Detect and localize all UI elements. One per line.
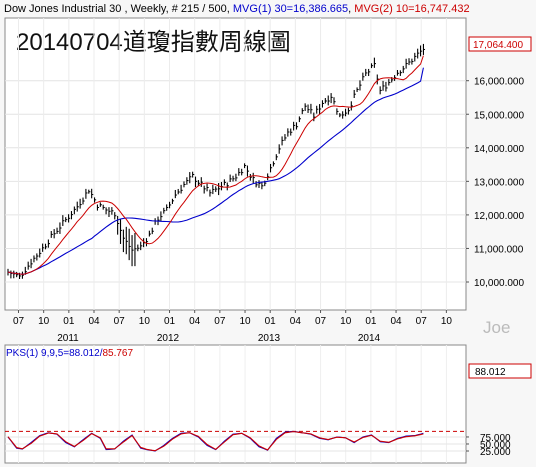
last-price-box	[468, 36, 532, 52]
mvg1-line	[7, 67, 424, 275]
osc-y-tick-label: 25.000	[480, 447, 511, 458]
x-tick-label: 04	[390, 316, 402, 327]
mvg2-line-group	[7, 55, 424, 275]
x-tick-label: 07	[114, 316, 126, 327]
x-tick-label: 07	[13, 316, 25, 327]
x-tick-label: 10	[340, 316, 352, 327]
price-y-tick-label: 13,000.000	[474, 177, 524, 188]
oscillator-lines	[5, 430, 466, 452]
x-tick-label: 01	[365, 316, 377, 327]
x-tick-label: 01	[265, 316, 277, 327]
osc-y-tick-label: 75.000	[480, 433, 511, 444]
header-prefix: Dow Jones Industrial 30 , Weekly, # 215 …	[4, 3, 233, 15]
price-bars	[7, 43, 426, 279]
x-tick-label: 04	[189, 316, 201, 327]
mvg2-line	[7, 55, 424, 275]
x-tick-label: 07	[416, 316, 428, 327]
pks-k-value: 88.012	[69, 348, 100, 359]
pks-last-box	[468, 363, 532, 379]
pks-d-value: 85.767	[102, 348, 133, 359]
price-panel-frame	[4, 17, 467, 311]
x-tick-label: 01	[164, 316, 176, 327]
x-tick-label: 10	[239, 316, 251, 327]
pks-last-label: 88.012	[475, 367, 506, 378]
mvg1-line-group	[7, 67, 424, 275]
price-y-axis: 10,000.000 11,000.000 12,000.000 13,000.000…	[466, 77, 524, 289]
price-y-tick-label: 16,000.000	[474, 77, 524, 88]
oscillator-panel-frame	[4, 344, 467, 464]
last-price-label: 17,064.400	[473, 40, 523, 51]
pks-prefix: PKS(1) 9,9,5=	[6, 348, 69, 359]
price-y-tick-label: 15,000.000	[474, 110, 524, 121]
header-line: Dow Jones Industrial 30 , Weekly, # 215 …	[4, 3, 470, 15]
price-y-tick-label: 11,000.000	[474, 244, 524, 255]
x-tick-label: 04	[290, 316, 302, 327]
year-label: 2014	[358, 333, 381, 344]
osc-line-d	[7, 431, 424, 452]
x-tick-label: 07	[315, 316, 327, 327]
watermark: Joe	[483, 318, 510, 337]
price-y-tick-label: 14,000.000	[474, 144, 524, 155]
x-tick-label: 10	[139, 316, 151, 327]
year-label: 2012	[157, 333, 180, 344]
x-tick-label: 10	[441, 316, 453, 327]
x-tick-label: 04	[88, 316, 100, 327]
chart-title: 20140704道瓊指數周線圖	[16, 29, 291, 56]
year-label: 2011	[57, 333, 79, 344]
x-tick-label: 10	[38, 316, 50, 327]
oscillator-header: PKS(1) 9,9,5=88.012/85.767	[6, 348, 133, 359]
osc-y-tick-label: 50.000	[480, 440, 511, 451]
mvg1-label: MVG(1) 30=16,386.665	[233, 3, 348, 15]
price-y-tick-label: 10,000.000	[474, 278, 524, 289]
x-axis: 07 10 01 04 07 10 01 04 07 10 01 04 07 10 01 04 07 10 2011…	[13, 310, 452, 344]
year-label: 2013	[258, 333, 281, 344]
price-y-tick-label: 12,000.000	[474, 211, 524, 222]
x-tick-label: 01	[63, 316, 75, 327]
mvg2-label: MVG(2) 10=16,747.432	[354, 3, 469, 15]
price-grid	[5, 18, 466, 463]
x-tick-label: 07	[214, 316, 226, 327]
